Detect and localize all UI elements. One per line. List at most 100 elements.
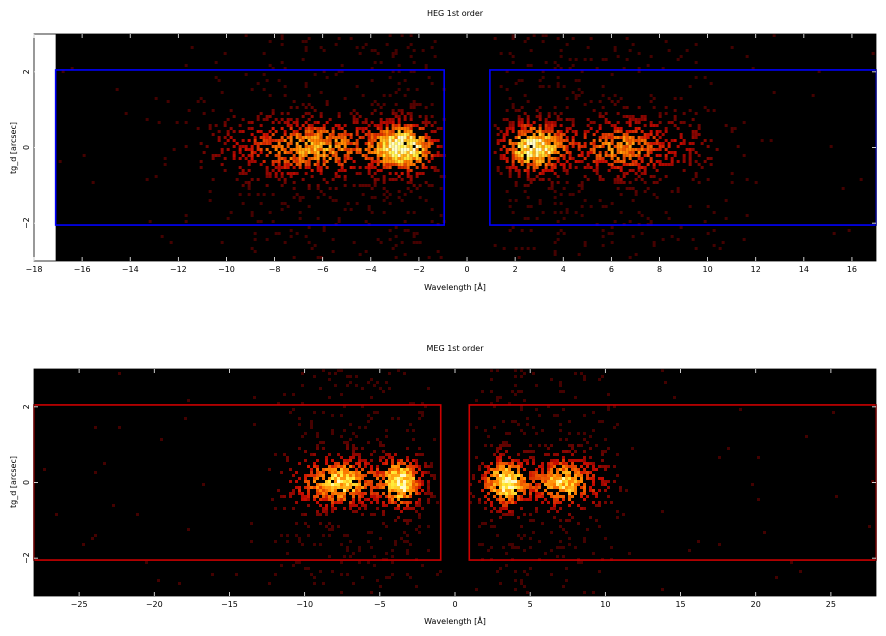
heatmap-cell: [655, 181, 659, 184]
heatmap-cell: [346, 154, 350, 157]
heatmap-cell: [673, 97, 677, 100]
heatmap-cell: [679, 226, 683, 229]
heatmap-cell: [298, 145, 302, 148]
heatmap-cell: [688, 154, 692, 157]
heatmap-cell: [268, 115, 272, 118]
heatmap-cell: [385, 190, 389, 193]
heatmap-cell: [490, 486, 493, 489]
heatmap-cell: [517, 471, 520, 474]
heatmap-cell: [565, 169, 569, 172]
heatmap-cell: [352, 447, 355, 450]
heatmap-cell: [412, 142, 416, 145]
heatmap-cell: [538, 199, 542, 202]
heatmap-cell: [532, 121, 536, 124]
heatmap-cell: [388, 76, 392, 79]
heatmap-cell: [655, 148, 659, 151]
heatmap-cell: [520, 118, 524, 121]
heatmap-cell: [607, 495, 610, 498]
heatmap-cell: [400, 492, 403, 495]
heatmap-cell: [484, 486, 487, 489]
heatmap-cell: [274, 540, 277, 543]
heatmap-cell: [505, 157, 509, 160]
heatmap-cell: [421, 489, 424, 492]
heatmap-cell: [679, 97, 683, 100]
heatmap-cell: [841, 187, 845, 190]
heatmap-cell: [505, 190, 509, 193]
heatmap-cell: [409, 124, 413, 127]
heatmap-cell: [598, 570, 601, 573]
heatmap-cell: [319, 471, 322, 474]
heatmap-cell: [586, 477, 589, 480]
heatmap-cell: [382, 187, 386, 190]
heatmap-cell: [535, 408, 538, 411]
heatmap-cell: [307, 465, 310, 468]
heg-title: HEG 1st order: [427, 9, 484, 18]
heatmap-cell: [406, 519, 409, 522]
heatmap-cell: [598, 127, 602, 130]
heatmap-cell: [367, 540, 370, 543]
x-tick-label: −18: [26, 265, 43, 274]
heatmap-cell: [541, 145, 545, 148]
heatmap-cell: [499, 447, 502, 450]
heatmap-cell: [517, 483, 520, 486]
heatmap-cell: [310, 139, 314, 142]
heatmap-cell: [391, 474, 394, 477]
heatmap-cell: [397, 145, 401, 148]
heatmap-cell: [478, 468, 481, 471]
heatmap-cell: [526, 145, 530, 148]
heatmap-cell: [595, 145, 599, 148]
heatmap-cell: [670, 121, 674, 124]
heatmap-cell: [511, 474, 514, 477]
heatmap-cell: [562, 465, 565, 468]
heatmap-cell: [538, 483, 541, 486]
heatmap-cell: [718, 543, 721, 546]
heatmap-cell: [520, 582, 523, 585]
heatmap-cell: [526, 486, 529, 489]
heatmap-cell: [370, 103, 374, 106]
heatmap-cell: [490, 444, 493, 447]
heatmap-cell: [319, 136, 323, 139]
heatmap-cell: [574, 211, 578, 214]
heatmap-cell: [379, 537, 382, 540]
heatmap-cell: [394, 52, 398, 55]
heatmap-cell: [256, 178, 260, 181]
heatmap-cell: [418, 513, 421, 516]
heatmap-cell: [289, 163, 293, 166]
heatmap-cell: [487, 435, 490, 438]
heatmap-cell: [550, 136, 554, 139]
heatmap-cell: [616, 510, 619, 513]
heatmap-cell: [280, 157, 284, 160]
heatmap-cell: [631, 447, 634, 450]
heatmap-cell: [610, 133, 614, 136]
heatmap-cell: [529, 130, 533, 133]
heatmap-cell: [331, 154, 335, 157]
heatmap-cell: [559, 438, 562, 441]
heatmap-cell: [433, 474, 436, 477]
heatmap-cell: [514, 474, 517, 477]
heatmap-cell: [283, 121, 287, 124]
heatmap-cell: [388, 498, 391, 501]
heatmap-cell: [622, 151, 626, 154]
heatmap-cell: [250, 127, 254, 130]
heatmap-cell: [553, 67, 557, 70]
heatmap-cell: [232, 157, 236, 160]
heatmap-cell: [268, 582, 271, 585]
heatmap-cell: [337, 175, 341, 178]
heatmap-cell: [439, 256, 443, 259]
heatmap-cell: [568, 127, 572, 130]
heatmap-cell: [388, 172, 392, 175]
heatmap-cell: [550, 495, 553, 498]
heatmap-cell: [295, 157, 299, 160]
heatmap-cell: [580, 70, 584, 73]
heatmap-cell: [511, 546, 514, 549]
heatmap-cell: [547, 510, 550, 513]
heatmap-cell: [562, 166, 566, 169]
heatmap-cell: [301, 384, 304, 387]
heatmap-cell: [409, 106, 413, 109]
heatmap-cell: [547, 477, 550, 480]
heatmap-cell: [337, 112, 341, 115]
heatmap-cell: [205, 145, 209, 148]
heatmap-cell: [409, 139, 413, 142]
heatmap-cell: [583, 130, 587, 133]
heatmap-cell: [628, 118, 632, 121]
